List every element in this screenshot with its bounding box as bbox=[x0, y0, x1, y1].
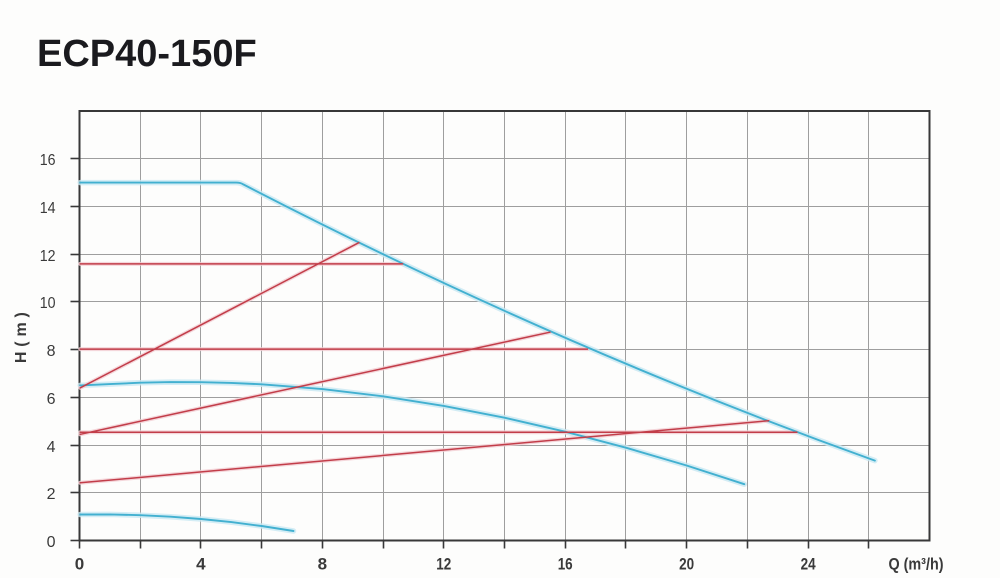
svg-text:4: 4 bbox=[196, 555, 206, 574]
svg-text:16: 16 bbox=[558, 555, 573, 574]
svg-text:ECP40-150F: ECP40-150F bbox=[37, 33, 257, 75]
svg-text:4: 4 bbox=[47, 439, 56, 456]
svg-text:12: 12 bbox=[436, 555, 451, 574]
svg-text:16: 16 bbox=[40, 152, 56, 169]
svg-text:14: 14 bbox=[40, 200, 56, 217]
svg-text:0: 0 bbox=[75, 555, 84, 574]
svg-text:2: 2 bbox=[47, 486, 56, 503]
svg-text:6: 6 bbox=[47, 391, 56, 408]
svg-text:24: 24 bbox=[801, 555, 816, 574]
svg-text:8: 8 bbox=[318, 555, 327, 574]
svg-text:12: 12 bbox=[40, 248, 56, 265]
svg-text:0: 0 bbox=[47, 534, 56, 551]
svg-text:H ( m ): H ( m ) bbox=[13, 312, 30, 363]
svg-text:Q (m³/h): Q (m³/h) bbox=[889, 555, 944, 574]
svg-text:10: 10 bbox=[40, 295, 56, 312]
svg-text:8: 8 bbox=[47, 343, 56, 360]
svg-text:20: 20 bbox=[679, 555, 694, 574]
